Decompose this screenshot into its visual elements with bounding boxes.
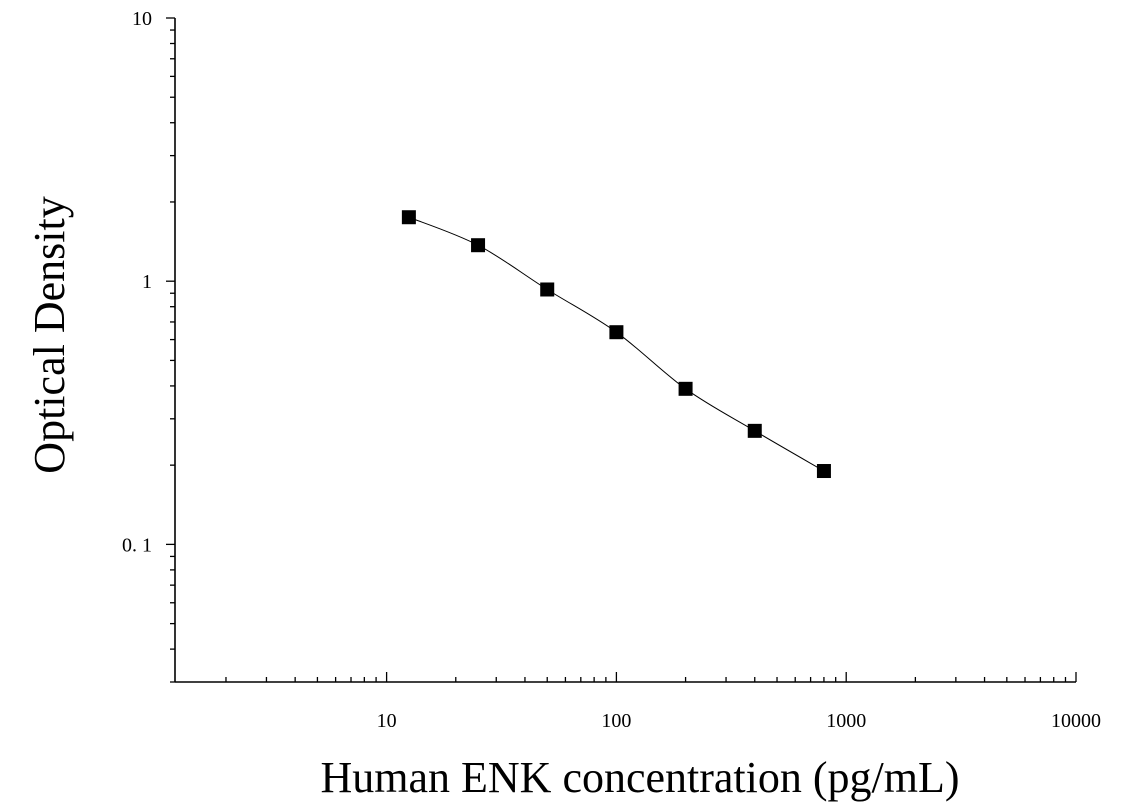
data-point xyxy=(401,210,416,225)
y-axis-title: Optical Density xyxy=(25,196,74,473)
y-tick-labels: 0. 1 1 10 xyxy=(122,8,152,556)
x-tick-label: 1000 xyxy=(826,710,866,732)
data-point xyxy=(471,238,486,253)
major-ticks xyxy=(166,17,1077,682)
x-axis-title: Human ENK concentration (pg/mL) xyxy=(320,753,959,802)
y-tick-label: 0. 1 xyxy=(122,534,152,556)
data-points xyxy=(401,210,831,479)
x-tick-label: 100 xyxy=(601,710,631,732)
data-point xyxy=(540,282,555,297)
data-point xyxy=(609,325,624,340)
x-tick-labels: 10 100 1000 10000 xyxy=(377,710,1101,732)
minor-ticks xyxy=(170,29,1067,683)
data-point xyxy=(747,423,762,438)
data-point xyxy=(816,464,831,479)
y-tick-label: 10 xyxy=(132,8,152,30)
data-point xyxy=(678,381,693,396)
x-tick-label: 10 xyxy=(377,710,397,732)
y-tick-label: 1 xyxy=(142,271,152,293)
x-tick-label: 10000 xyxy=(1051,710,1101,732)
